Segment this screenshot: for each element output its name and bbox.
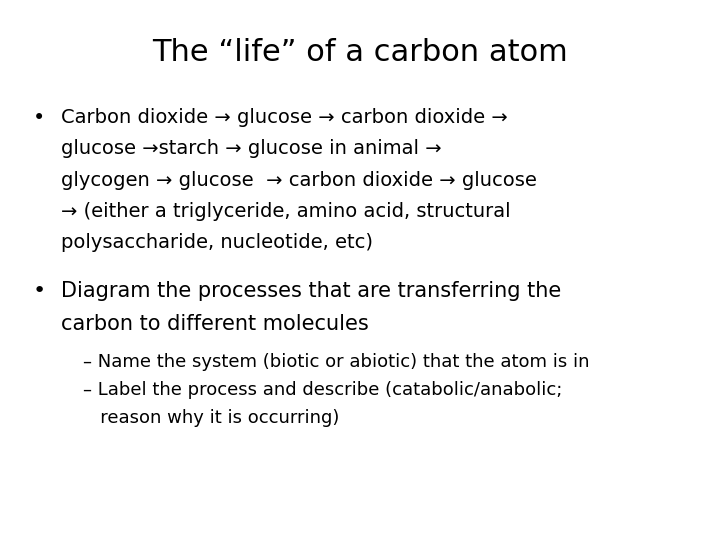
Text: The “life” of a carbon atom: The “life” of a carbon atom bbox=[152, 38, 568, 67]
Text: → (either a triglyceride, amino acid, structural: → (either a triglyceride, amino acid, st… bbox=[61, 202, 510, 221]
Text: – Label the process and describe (catabolic/anabolic;: – Label the process and describe (catabo… bbox=[83, 381, 562, 399]
Text: glucose →starch → glucose in animal →: glucose →starch → glucose in animal → bbox=[61, 139, 442, 158]
Text: reason why it is occurring): reason why it is occurring) bbox=[83, 409, 339, 427]
Text: •: • bbox=[32, 108, 45, 128]
Text: – Name the system (biotic or abiotic) that the atom is in: – Name the system (biotic or abiotic) th… bbox=[83, 353, 589, 371]
Text: carbon to different molecules: carbon to different molecules bbox=[61, 314, 369, 334]
Text: polysaccharide, nucleotide, etc): polysaccharide, nucleotide, etc) bbox=[61, 233, 373, 252]
Text: glycogen → glucose  → carbon dioxide → glucose: glycogen → glucose → carbon dioxide → gl… bbox=[61, 171, 537, 190]
Text: •: • bbox=[32, 281, 45, 301]
Text: Diagram the processes that are transferring the: Diagram the processes that are transferr… bbox=[61, 281, 562, 301]
Text: Carbon dioxide → glucose → carbon dioxide →: Carbon dioxide → glucose → carbon dioxid… bbox=[61, 108, 508, 127]
